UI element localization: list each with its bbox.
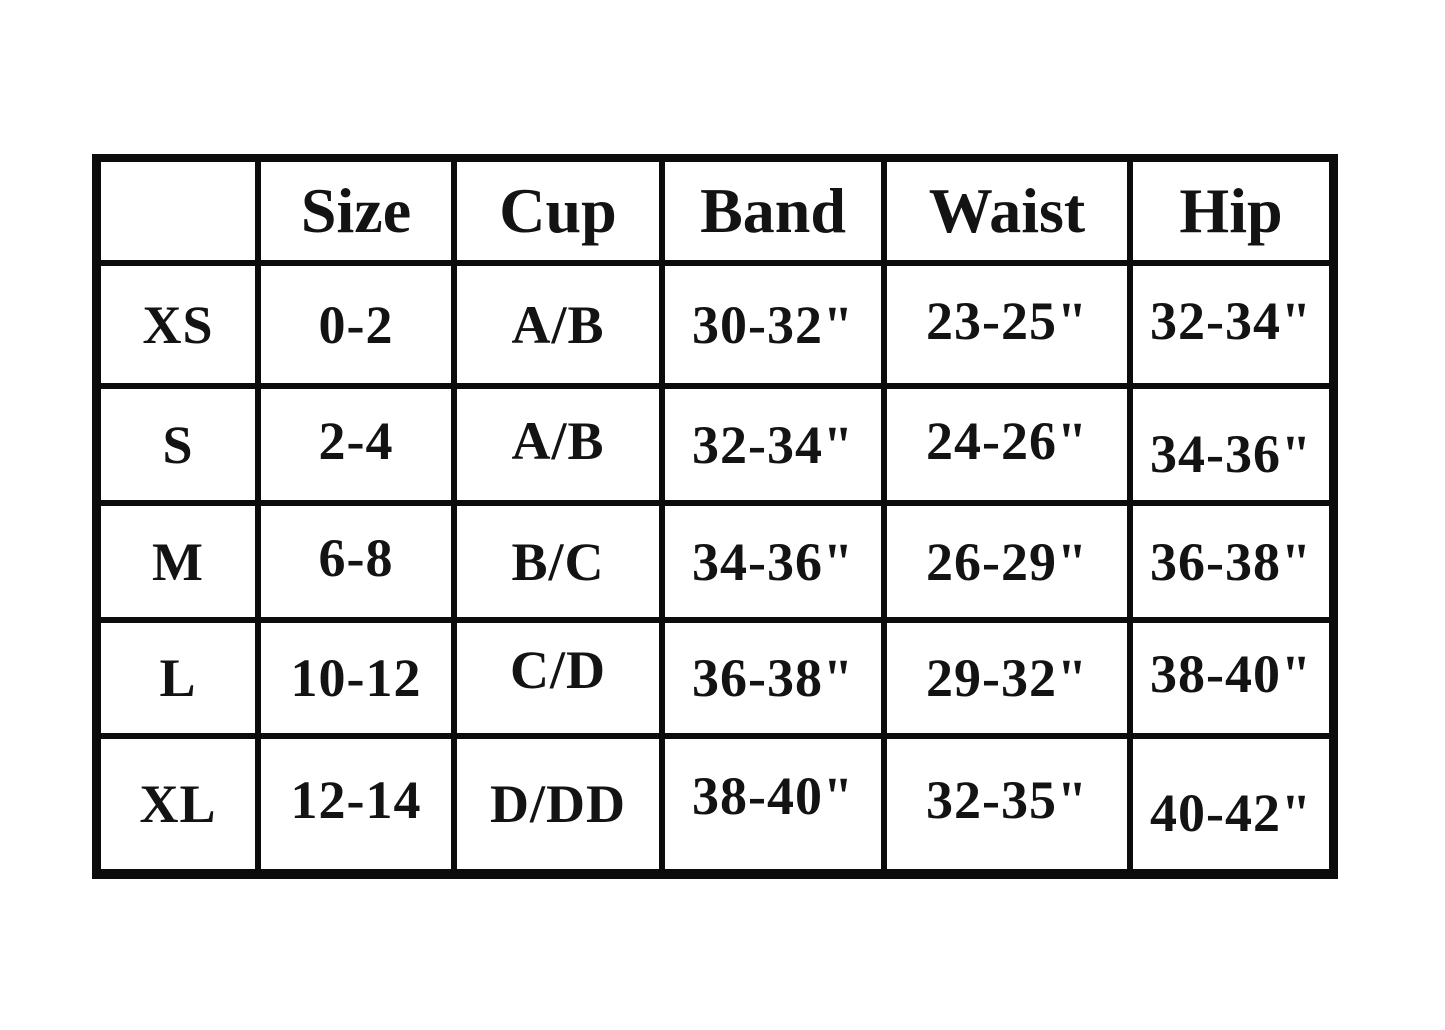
cell-s-size: 2-4 bbox=[261, 389, 451, 500]
cell-m-band: 34-36" bbox=[665, 506, 881, 617]
header-cell-hip: Hip bbox=[1133, 162, 1329, 260]
cell-s-cup: A/B bbox=[457, 389, 659, 500]
header-cell-waist: Waist bbox=[887, 162, 1127, 260]
row-label-xs: XS bbox=[101, 266, 255, 383]
cell-m-hip: 36-38" bbox=[1133, 506, 1329, 617]
cell-xs-hip: 32-34" bbox=[1133, 266, 1329, 383]
cell-m-cup: B/C bbox=[457, 506, 659, 617]
row-label-l: L bbox=[101, 623, 255, 733]
cell-xs-band: 30-32" bbox=[665, 266, 881, 383]
row-label-xl: XL bbox=[101, 739, 255, 869]
header-cell-size: Size bbox=[261, 162, 451, 260]
header-cell-band: Band bbox=[665, 162, 881, 260]
cell-m-size: 6-8 bbox=[261, 506, 451, 617]
row-label-m: M bbox=[101, 506, 255, 617]
cell-l-cup: C/D bbox=[457, 623, 659, 733]
cell-l-hip: 38-40" bbox=[1133, 623, 1329, 733]
cell-m-waist: 26-29" bbox=[887, 506, 1127, 617]
cell-xs-cup: A/B bbox=[457, 266, 659, 383]
cell-xl-cup: D/DD bbox=[457, 739, 659, 869]
cell-xl-hip: 40-42" bbox=[1133, 739, 1329, 869]
header-cell-cup: Cup bbox=[457, 162, 659, 260]
cell-s-hip: 34-36" bbox=[1133, 389, 1329, 500]
cell-xs-waist: 23-25" bbox=[887, 266, 1127, 383]
cell-xl-waist: 32-35" bbox=[887, 739, 1127, 869]
cell-xs-size: 0-2 bbox=[261, 266, 451, 383]
cell-xl-size: 12-14 bbox=[261, 739, 451, 869]
header-cell-blank bbox=[101, 162, 255, 260]
cell-s-waist: 24-26" bbox=[887, 389, 1127, 500]
cell-xl-band: 38-40" bbox=[665, 739, 881, 869]
cell-l-size: 10-12 bbox=[261, 623, 451, 733]
cell-l-waist: 29-32" bbox=[887, 623, 1127, 733]
size-chart-table: Size Cup Band Waist Hip XS 0-2 A/B 30-32… bbox=[92, 154, 1338, 879]
row-label-s: S bbox=[101, 389, 255, 500]
cell-l-band: 36-38" bbox=[665, 623, 881, 733]
cell-s-band: 32-34" bbox=[665, 389, 881, 500]
